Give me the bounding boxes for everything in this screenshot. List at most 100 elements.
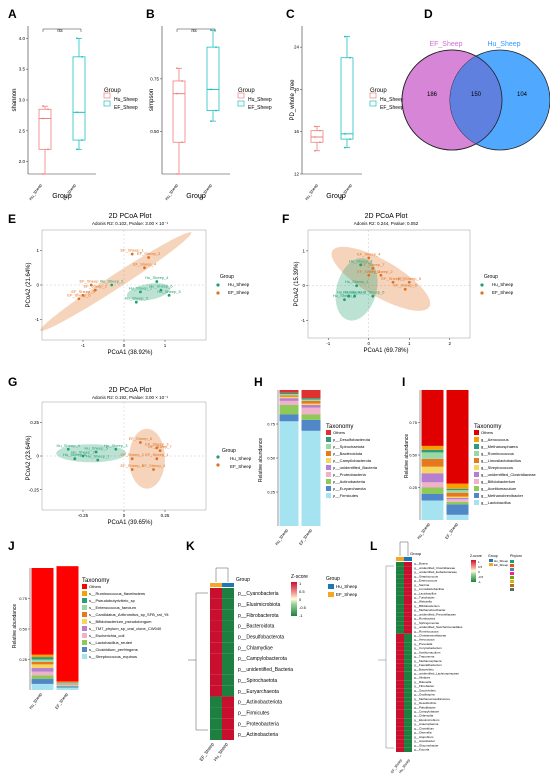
G-point-label: EF_Sheep_6 bbox=[129, 436, 153, 441]
L-heat-cell bbox=[396, 692, 404, 698]
L-heat-cell bbox=[404, 688, 412, 693]
I-bar-segment bbox=[421, 494, 444, 501]
B-point bbox=[176, 67, 178, 70]
L-heat-cell bbox=[404, 578, 412, 584]
C-point bbox=[319, 141, 321, 144]
G-point bbox=[155, 457, 159, 461]
panel-l-legend-title: Group bbox=[488, 554, 498, 558]
L-heat-cell bbox=[396, 625, 404, 630]
L-heat-cell bbox=[396, 608, 404, 613]
C-point bbox=[344, 35, 346, 38]
G-ellipse-hu bbox=[56, 444, 127, 463]
F-point bbox=[391, 280, 395, 284]
B-point bbox=[181, 80, 183, 82]
E-ytick-label: 0 bbox=[36, 283, 39, 288]
L-row-label: g__unidentified_Saccharimonadales bbox=[414, 625, 463, 629]
H-legend-label: p__Actinobacteria bbox=[333, 479, 366, 484]
H-legend-swatch bbox=[326, 437, 331, 442]
H-legend-label: Others bbox=[333, 430, 345, 435]
L-row-label: g__Methanomassiliicoccus bbox=[414, 697, 450, 701]
G-point-label: Hu_Sheep_6 bbox=[63, 452, 87, 457]
J-legend-swatch bbox=[82, 654, 87, 659]
J-bar-segment bbox=[31, 675, 54, 680]
J-bar-segment bbox=[31, 668, 54, 672]
L-legend-key-ef bbox=[489, 563, 493, 566]
L-row-label: g__Chlamydia bbox=[414, 714, 434, 718]
J-ytick-label: 0.75 bbox=[19, 596, 28, 601]
H-legend-swatch bbox=[326, 444, 331, 449]
I-legend-label: g__Aerococcus bbox=[481, 437, 509, 442]
K-row-dendrogram bbox=[188, 592, 208, 731]
panel-e-ylabel: PCoA2 (21.64%) bbox=[26, 262, 32, 307]
A-point bbox=[76, 37, 78, 40]
panel-f-pcoa: 2D PCoA Plot Adonis R2: 0.244, Pvalue: 0… bbox=[294, 213, 514, 354]
I-legend-label: g__unidentified_Clostridiaceae bbox=[481, 472, 536, 477]
E-point-label: Hu_Sheep_1 bbox=[129, 285, 153, 290]
B-box bbox=[206, 46, 220, 111]
E-point-label: EF_Sheep_7 bbox=[80, 279, 104, 284]
L-heat-cell bbox=[404, 697, 412, 702]
L-row-label: g__unidentified_Eubacteriaceae bbox=[414, 570, 457, 574]
L-row-label: g__Clostridium bbox=[414, 726, 435, 730]
F-point bbox=[359, 263, 363, 267]
K-heat-cell bbox=[222, 718, 234, 730]
H-ytick-label: 0.25 bbox=[267, 490, 276, 495]
panel-b-legend-ef: EF_Sheep bbox=[248, 105, 272, 111]
J-bar-segment bbox=[56, 685, 79, 687]
panel-g-title: 2D PCoA Plot bbox=[109, 387, 152, 394]
J-legend-swatch bbox=[82, 584, 87, 589]
K-heat-cell bbox=[210, 674, 222, 686]
H-bar-segment bbox=[279, 390, 299, 393]
J-legend-swatch bbox=[82, 640, 87, 645]
I-bar-segment bbox=[446, 499, 469, 502]
L-heat-cell bbox=[404, 709, 412, 714]
J-legend-swatch bbox=[82, 626, 87, 631]
G-point bbox=[96, 458, 100, 462]
G-legend-dot-hu bbox=[216, 455, 220, 459]
L-row-label: g__Acetobacter bbox=[414, 739, 435, 743]
L-heat-cell bbox=[396, 722, 404, 727]
K-row-label: p__Proteobacteria bbox=[238, 721, 279, 727]
L-heat-cell bbox=[404, 739, 412, 744]
E-point-label: EF_Sheep_2 bbox=[84, 284, 108, 289]
B-point bbox=[215, 109, 217, 112]
L-phylum-swatch bbox=[510, 572, 514, 575]
A-box bbox=[72, 56, 86, 141]
L-row-label: g__Corynebacterium bbox=[414, 646, 442, 650]
K-row-label: p__Actinobacteria bbox=[238, 732, 278, 738]
I-bar-segment bbox=[421, 482, 444, 488]
F-ellipse-ef bbox=[331, 246, 431, 311]
L-phylum-swatch bbox=[510, 564, 514, 567]
G-point-label: Hu_Sheep_3 bbox=[104, 443, 128, 448]
L-row-label: g__Methanobrevibacter bbox=[414, 608, 446, 612]
panel-k-group-label: Group bbox=[236, 577, 250, 583]
F-point-label: EF_Sheep_2 bbox=[369, 269, 393, 274]
K-heat-cell bbox=[222, 729, 234, 740]
L-heat-cell bbox=[396, 583, 404, 588]
E-point bbox=[93, 288, 97, 292]
panel-letter-h: H bbox=[254, 375, 263, 389]
L-row-label: g__Sphingomonas bbox=[414, 621, 440, 625]
J-legend-label: Others bbox=[89, 584, 101, 589]
I-legend-swatch bbox=[474, 451, 479, 456]
L-phylum-swatch bbox=[510, 568, 514, 571]
L-heat-cell bbox=[404, 650, 412, 655]
G-point bbox=[66, 447, 70, 451]
panel-k-legend-ef: EF_Sheep bbox=[336, 592, 358, 597]
L-row-label: g__Rikenella bbox=[414, 680, 432, 684]
A-point bbox=[42, 117, 44, 120]
panel-a-boxplot: shannon Group ns Group Hu_Sheep EF_Sheep… bbox=[12, 26, 138, 201]
K-row-label: p__Firmicutes bbox=[238, 710, 270, 716]
L-phylum-swatch bbox=[510, 584, 514, 587]
E-legend-dot-hu bbox=[216, 283, 220, 287]
L-heat-cell bbox=[396, 705, 404, 710]
K-heat-cell bbox=[222, 588, 234, 599]
K-heat-cell bbox=[210, 609, 222, 621]
J-bar-segment bbox=[56, 683, 79, 684]
B-point bbox=[176, 173, 178, 175]
A-ytick-label: 2.0 bbox=[19, 159, 26, 164]
K-row-label: p__Desulfobacterota bbox=[238, 634, 284, 640]
H-bar-segment bbox=[301, 404, 321, 408]
L-heat-cell bbox=[396, 747, 404, 752]
B-box bbox=[172, 80, 186, 143]
